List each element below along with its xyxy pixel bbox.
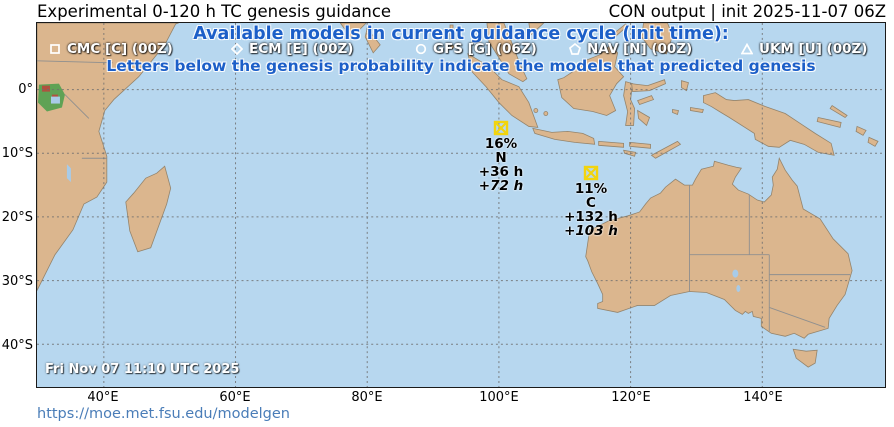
lake-victoria xyxy=(50,96,60,104)
lat-label-10s: 10°S xyxy=(1,146,33,161)
legend-item-gfs: GFS [G] (06Z) xyxy=(415,41,537,57)
lon-label-40e: 40°E xyxy=(87,390,119,405)
legend-item-ecm: ECM [E] (00Z) xyxy=(231,41,353,57)
lon-label-60e: 60°E xyxy=(219,390,251,405)
genesis-label-1: 16% N +36 h +72 h xyxy=(441,137,561,193)
mindanao-island xyxy=(641,23,673,55)
indochina-tip xyxy=(528,23,545,36)
legend-label-ukm: NAV [N] (00Z) xyxy=(587,41,693,57)
lon-label-100e: 100°E xyxy=(479,390,519,405)
genesis-2-models: C xyxy=(586,195,596,211)
genesis-2-lead1: +132 h xyxy=(564,209,618,225)
new-guinea-landmass xyxy=(703,92,835,156)
africa-lakes-region xyxy=(37,83,71,183)
model-init-info: CON output | init 2025-11-07 06Z xyxy=(608,2,886,21)
solomon-island-2 xyxy=(867,136,879,147)
map-frame: Available models in current guidance cyc… xyxy=(36,22,886,388)
genesis-1-lead1: +36 h xyxy=(478,164,524,180)
genesis-1-models: N xyxy=(495,150,507,166)
lake-eyre xyxy=(732,269,739,278)
lake-torrens xyxy=(736,285,741,293)
buru-island xyxy=(672,109,679,116)
landmasses xyxy=(37,23,879,368)
graticule-grid xyxy=(37,23,885,387)
sumatra-island xyxy=(467,53,539,128)
timor-island xyxy=(650,140,682,159)
sulawesi-east-arm xyxy=(637,95,655,106)
lat-label-0: 0° xyxy=(18,82,33,97)
triangle-icon xyxy=(741,43,753,55)
flores-island xyxy=(629,141,651,149)
java-island xyxy=(532,127,596,145)
modelgen-link[interactable]: https://moe.met.fsu.edu/modelgen xyxy=(37,406,290,422)
sulawesi-se-arm xyxy=(637,109,651,127)
halmahera-island xyxy=(681,80,689,92)
madagascar-island xyxy=(125,165,172,253)
australia-lakes xyxy=(732,269,741,293)
header-line2: Letters below the genesis probability in… xyxy=(106,57,816,75)
page-title: Experimental 0-120 h TC genesis guidance xyxy=(37,2,392,21)
new-britain-island xyxy=(816,117,842,128)
sumba-island xyxy=(623,149,637,157)
political-borders xyxy=(37,60,851,332)
bangka-island xyxy=(533,108,539,113)
header-line1: Available models in current guidance cyc… xyxy=(193,24,729,44)
nicobar-island xyxy=(450,44,455,49)
andaman-islands xyxy=(449,24,454,40)
map-timestamp: Fri Nov 07 11:10 UTC 2025 xyxy=(45,362,240,377)
bali-sumbawa-chain xyxy=(598,140,625,148)
pentagon-icon xyxy=(569,43,581,55)
lon-label-120e: 120°E xyxy=(611,390,651,405)
palawan-island xyxy=(610,23,629,40)
solomon-island-1 xyxy=(855,125,867,136)
legend-item-cmc: CMC [C] (00Z) xyxy=(49,41,173,57)
circle-icon xyxy=(415,43,427,55)
legend-label-gfs: GFS [G] (06Z) xyxy=(433,41,537,57)
sulawesi-north-arm xyxy=(631,79,666,93)
seram-island xyxy=(690,107,704,113)
genesis-label-2: 11% C +132 h +103 h xyxy=(531,182,651,238)
genesis-1-probability: 16% xyxy=(484,136,518,152)
genesis-x-marker-2 xyxy=(583,165,599,181)
belitung-island xyxy=(543,111,549,116)
lon-label-80e: 80°E xyxy=(351,390,383,405)
genesis-2-lead2: +103 h xyxy=(564,223,618,239)
lat-label-40s: 40°S xyxy=(1,338,33,353)
tasmania-island xyxy=(792,348,818,368)
legend-item-ukm: UKM [U] (00Z) xyxy=(741,41,867,57)
square-icon xyxy=(50,44,60,54)
diamond-icon xyxy=(231,43,243,55)
india-tip xyxy=(339,23,367,39)
lon-label-140e: 140°E xyxy=(743,390,783,405)
new-ireland-island xyxy=(829,104,848,118)
genesis-1-lead2: +72 h xyxy=(478,178,524,194)
legend-label-ukm2: UKM [U] (00Z) xyxy=(759,41,868,57)
lake-malawi xyxy=(66,164,71,183)
malay-peninsula xyxy=(486,23,528,83)
legend-label-cmc: CMC [C] (00Z) xyxy=(67,41,173,57)
lat-label-20s: 20°S xyxy=(1,210,33,225)
legend-item-nav: NAV [N] (00Z) xyxy=(569,41,692,57)
genesis-x-marker-1 xyxy=(493,120,509,136)
borneo-island xyxy=(557,44,625,116)
lat-label-30s: 30°S xyxy=(1,274,33,289)
genesis-2-probability: 11% xyxy=(574,181,608,197)
map-canvas xyxy=(37,23,885,387)
sri-lanka-island xyxy=(364,27,381,54)
legend-label-ecm: ECM [E] (00Z) xyxy=(249,41,354,57)
